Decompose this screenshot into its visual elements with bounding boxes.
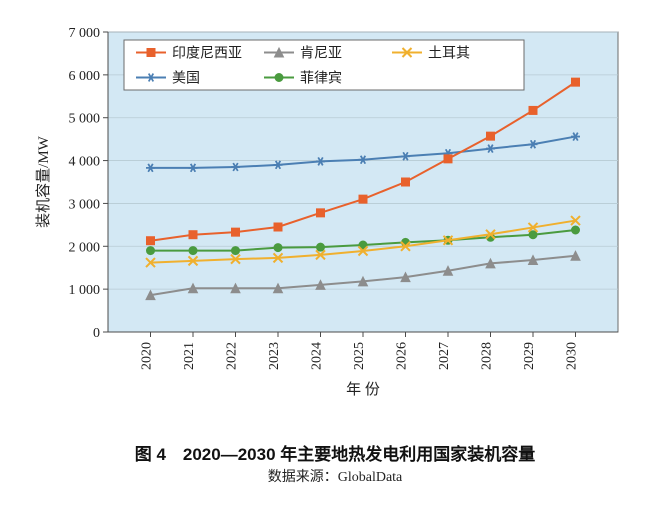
y-tick-label: 3 000 bbox=[69, 197, 101, 212]
figure: 0 1 000 2 000 3 000 4 000 5 000 6 000 7 000 2020… bbox=[0, 0, 670, 508]
legend-label: 菲律宾 bbox=[300, 71, 342, 87]
marker bbox=[529, 106, 537, 114]
x-tick-label: 2026 bbox=[395, 342, 410, 370]
x-tick-label: 2028 bbox=[480, 342, 495, 370]
marker bbox=[189, 231, 197, 239]
marker bbox=[147, 237, 155, 245]
marker bbox=[359, 195, 367, 203]
y-tick-label: 1 000 bbox=[69, 283, 101, 298]
source-prefix: 数据来源： bbox=[268, 470, 338, 485]
x-tick-label: 2029 bbox=[522, 342, 537, 370]
marker bbox=[317, 209, 325, 217]
marker bbox=[275, 74, 283, 82]
x-tick-label: 2030 bbox=[565, 342, 580, 370]
marker bbox=[274, 244, 282, 252]
marker bbox=[232, 247, 240, 255]
x-axis-title: 年 份 bbox=[346, 381, 380, 398]
legend-label: 印度尼西亚 bbox=[172, 46, 242, 62]
marker bbox=[147, 247, 155, 255]
marker bbox=[444, 155, 452, 163]
legend-label: 土耳其 bbox=[428, 46, 470, 62]
marker bbox=[147, 49, 155, 57]
marker bbox=[232, 228, 240, 236]
y-axis-title: 装机容量/MW bbox=[35, 135, 52, 228]
marker bbox=[487, 132, 495, 140]
chart-svg: 0 1 000 2 000 3 000 4 000 5 000 6 000 7 000 2020… bbox=[30, 20, 630, 420]
y-tick-label: 5 000 bbox=[69, 112, 101, 127]
x-tick-label: 2023 bbox=[267, 342, 282, 370]
y-tick-label: 0 bbox=[93, 326, 100, 341]
marker bbox=[317, 243, 325, 251]
x-tick-label: 2027 bbox=[437, 342, 452, 370]
y-tick-label: 4 000 bbox=[69, 155, 101, 170]
marker bbox=[189, 247, 197, 255]
figure-caption: 图 4 2020—2030 年主要地热发电利用国家装机容量 bbox=[0, 440, 670, 465]
x-tick-label: 2025 bbox=[352, 342, 367, 370]
x-tick-label: 2021 bbox=[182, 342, 197, 370]
marker bbox=[572, 78, 580, 86]
marker bbox=[402, 178, 410, 186]
figure-source: 数据来源：GlobalData bbox=[0, 466, 670, 486]
marker bbox=[274, 223, 282, 231]
legend-label: 肯尼亚 bbox=[300, 46, 342, 62]
legend-label: 美国 bbox=[172, 71, 200, 87]
y-tick-label: 2 000 bbox=[69, 240, 101, 255]
source-name: GlobalData bbox=[338, 470, 403, 485]
y-tick-label: 6 000 bbox=[69, 69, 101, 84]
y-tick-label: 7 000 bbox=[69, 26, 101, 41]
x-tick-label: 2024 bbox=[310, 342, 325, 370]
marker bbox=[572, 226, 580, 234]
x-tick-label: 2022 bbox=[225, 342, 240, 370]
marker bbox=[529, 231, 537, 239]
chart-container: 0 1 000 2 000 3 000 4 000 5 000 6 000 7 000 2020… bbox=[30, 20, 630, 420]
x-tick-label: 2020 bbox=[140, 342, 155, 370]
